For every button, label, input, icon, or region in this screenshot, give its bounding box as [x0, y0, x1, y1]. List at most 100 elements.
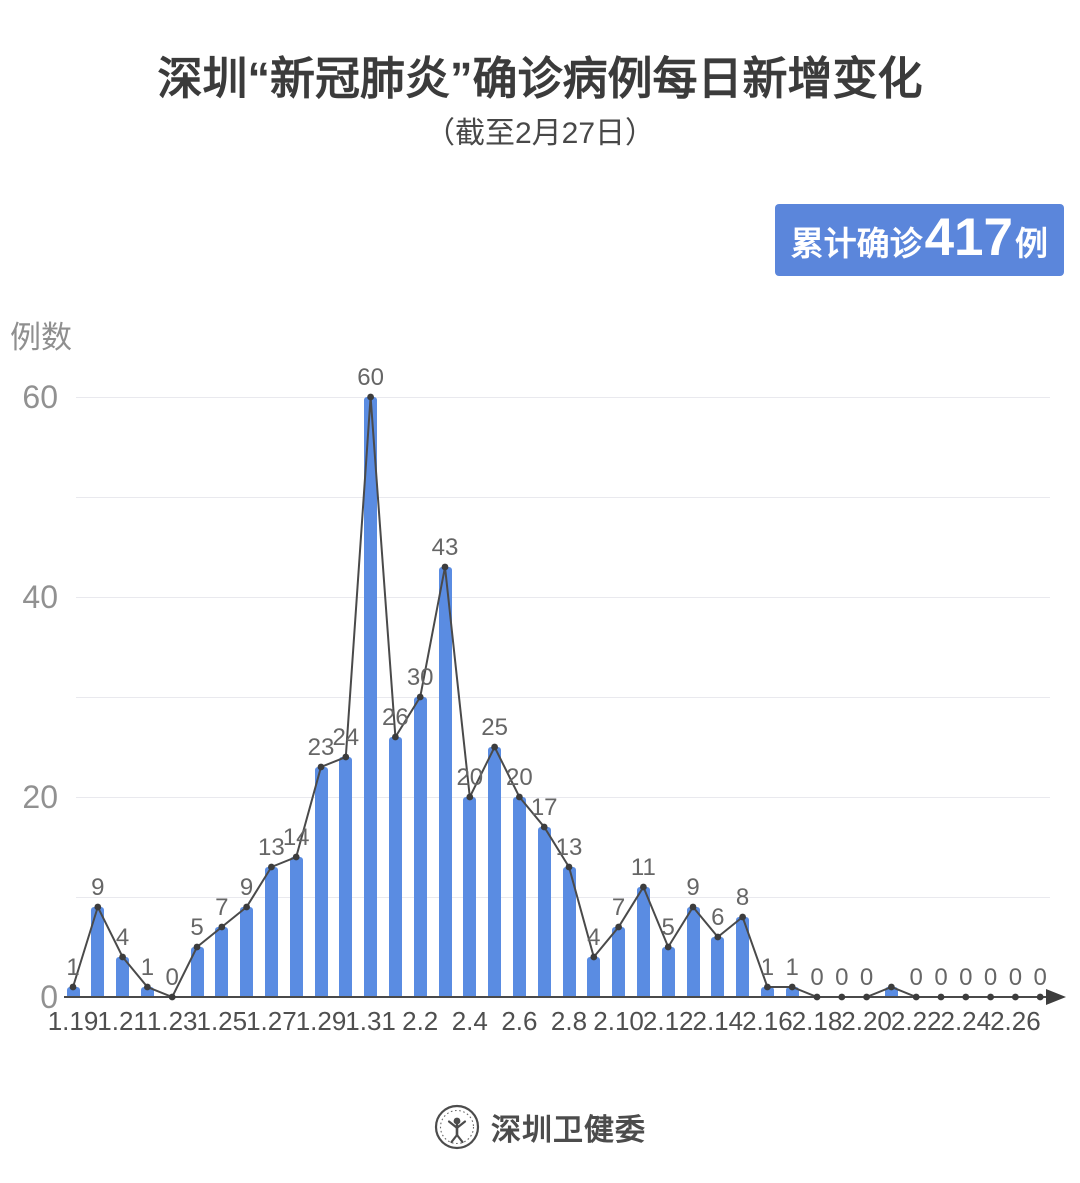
- bar-2.4: [463, 797, 477, 997]
- point-label: 60: [357, 364, 384, 391]
- x-tick-label: 2.10: [593, 1006, 644, 1036]
- point-label: 4: [587, 924, 601, 951]
- point-label: 20: [456, 764, 484, 791]
- x-tick-label: 1.27: [246, 1006, 297, 1036]
- point-label: 0: [859, 964, 874, 991]
- bar-2.9: [587, 957, 601, 997]
- bar-2.10: [612, 927, 626, 997]
- x-axis-arrow-icon: [1046, 989, 1066, 1005]
- point-label: 0: [959, 964, 973, 991]
- x-tick-label: 1.29: [295, 1006, 347, 1036]
- bar-2.8: [562, 867, 576, 997]
- y-tick-label: 20: [22, 779, 58, 815]
- point-label: 30: [406, 664, 434, 691]
- x-tick-label: 2.6: [501, 1006, 538, 1036]
- point-label: 5: [661, 914, 675, 941]
- x-tick-label: 1.23: [146, 1006, 198, 1036]
- point-label: 0: [934, 964, 948, 991]
- x-tick-label: 1.21: [97, 1006, 148, 1036]
- x-tick-label: 2.16: [742, 1006, 793, 1036]
- x-tick-label: 2.22: [890, 1006, 942, 1036]
- x-tick-label: 1.25: [196, 1006, 248, 1036]
- point-label: 13: [258, 834, 285, 861]
- point-label: 9: [239, 874, 254, 901]
- footer: 深圳卫健委: [0, 1104, 1080, 1150]
- point-label: 11: [630, 854, 656, 881]
- bar-2.1: [388, 737, 402, 997]
- x-tick-label: 2.8: [550, 1006, 588, 1036]
- point-label: 8: [735, 884, 750, 911]
- x-tick-label: 2.24: [940, 1006, 992, 1036]
- badge-suffix-label: 例: [1015, 225, 1048, 262]
- point-label: 0: [835, 964, 849, 991]
- badge-total-value: 417: [924, 208, 1013, 267]
- point-label: 14: [282, 824, 310, 851]
- point-label: 43: [431, 534, 459, 561]
- y-tick-label: 0: [40, 979, 58, 1015]
- point-label: 9: [686, 874, 700, 901]
- y-axis-title: 例数: [10, 320, 72, 355]
- point-label: 6: [711, 904, 725, 931]
- bar-1.30: [339, 757, 353, 997]
- point-label: 20: [506, 764, 533, 791]
- bar-1.28: [289, 857, 303, 997]
- page-title: 深圳“新冠肺炎”确诊病例每日新增变化: [157, 53, 923, 104]
- x-tick-label: 2.14: [692, 1006, 744, 1036]
- point-label: 0: [165, 964, 179, 991]
- x-tick-label: 2.4: [451, 1006, 488, 1036]
- point-label: 1: [785, 954, 799, 981]
- point-label: 4: [115, 924, 130, 951]
- point-label: 1: [140, 954, 155, 981]
- page-subtitle: （截至2月27日）: [424, 117, 656, 150]
- x-tick-label: 2.12: [642, 1006, 694, 1036]
- x-tick-label: 2.26: [990, 1006, 1041, 1036]
- point-label: 26: [382, 704, 409, 731]
- bar-1.31: [364, 397, 378, 997]
- point-label: 0: [909, 964, 923, 991]
- y-tick-label: 60: [22, 379, 58, 415]
- bar-2.13: [686, 907, 700, 997]
- gridline: [76, 396, 1050, 398]
- x-tick-label: 2.20: [841, 1006, 892, 1036]
- bar-2.6: [512, 797, 526, 997]
- bar-2.15: [736, 917, 750, 997]
- x-axis-line: [64, 996, 1048, 998]
- point-label: 23: [307, 734, 335, 761]
- point-label: 5: [190, 914, 204, 941]
- bar-1.24: [190, 947, 204, 997]
- bar-2.3: [438, 567, 452, 997]
- shenzhen-health-commission-logo-icon: [434, 1104, 480, 1150]
- bar-1.29: [314, 767, 328, 997]
- badge-prefix-label: 累计确诊: [790, 225, 923, 262]
- bar-1.26: [240, 907, 254, 997]
- point-label: 0: [983, 964, 998, 991]
- bar-2.14: [711, 937, 725, 997]
- point-label: 1: [66, 954, 80, 981]
- gridline: [76, 696, 1050, 698]
- gridline: [76, 496, 1050, 498]
- x-tick-label: 2.18: [791, 1006, 843, 1036]
- footer-org-name: 深圳卫健委: [491, 1114, 646, 1147]
- point-label: 0: [1008, 964, 1023, 991]
- bar-2.2: [413, 697, 427, 997]
- point-label: 17: [530, 794, 558, 821]
- point-label: 7: [611, 894, 626, 921]
- point-label: 1: [760, 954, 775, 981]
- point-label: 24: [332, 724, 360, 751]
- bar-2.5: [488, 747, 502, 997]
- gridline: [76, 796, 1050, 798]
- bar-1.20: [91, 907, 105, 997]
- bar-2.7: [537, 827, 551, 997]
- bar-1.21: [116, 957, 130, 997]
- point-label: 25: [481, 714, 508, 741]
- bar-1.25: [215, 927, 229, 997]
- point-label: 13: [555, 834, 583, 861]
- x-tick-label: 1.19: [47, 1006, 99, 1036]
- bar-2.12: [661, 947, 675, 997]
- bar-2.11: [636, 887, 650, 997]
- bar-1.27: [264, 867, 278, 997]
- point-label: 9: [91, 874, 105, 901]
- x-tick-label: 1.31: [345, 1006, 396, 1036]
